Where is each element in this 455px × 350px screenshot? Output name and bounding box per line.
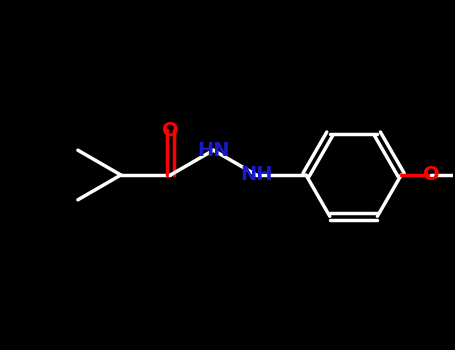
Text: O: O — [162, 121, 179, 140]
Text: HN: HN — [197, 141, 230, 160]
Text: NH: NH — [240, 166, 273, 184]
Text: O: O — [423, 166, 439, 184]
